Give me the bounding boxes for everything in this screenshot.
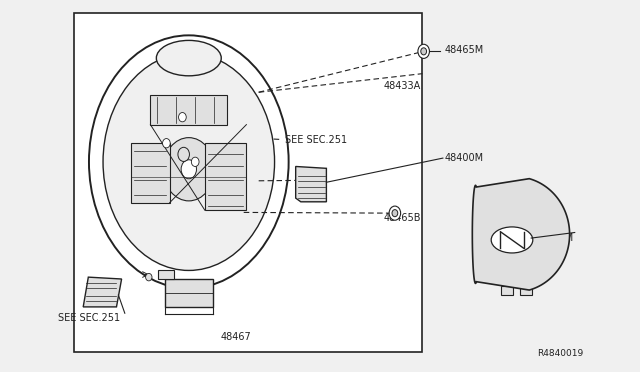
Ellipse shape	[418, 44, 429, 58]
Ellipse shape	[191, 157, 199, 167]
Text: 48433A: 48433A	[384, 81, 421, 90]
FancyBboxPatch shape	[205, 143, 246, 210]
Ellipse shape	[163, 139, 170, 148]
Polygon shape	[159, 270, 174, 279]
Ellipse shape	[492, 227, 532, 253]
Ellipse shape	[421, 48, 427, 55]
Text: 48465B: 48465B	[384, 213, 422, 222]
Bar	[520, 286, 532, 295]
Ellipse shape	[89, 35, 289, 288]
Ellipse shape	[103, 53, 275, 270]
Text: 48400M: 48400M	[445, 153, 484, 163]
Polygon shape	[83, 277, 122, 307]
Text: 98510M: 98510M	[534, 233, 573, 243]
FancyBboxPatch shape	[150, 95, 227, 125]
Text: SEE SEC.251: SEE SEC.251	[58, 313, 120, 323]
Polygon shape	[296, 167, 326, 202]
Text: 48465M: 48465M	[445, 45, 484, 55]
Ellipse shape	[178, 147, 189, 161]
Ellipse shape	[156, 41, 221, 76]
Ellipse shape	[389, 206, 401, 220]
Text: R4840019: R4840019	[537, 349, 583, 358]
Text: SEE SEC.251: SEE SEC.251	[285, 135, 347, 144]
Ellipse shape	[179, 113, 186, 122]
Ellipse shape	[163, 138, 214, 201]
Bar	[74, 13, 422, 352]
Text: 48467: 48467	[221, 332, 252, 341]
Ellipse shape	[392, 210, 398, 217]
Polygon shape	[472, 179, 570, 290]
Ellipse shape	[146, 273, 152, 281]
Bar	[165, 279, 212, 307]
Ellipse shape	[181, 160, 196, 179]
Bar	[501, 286, 513, 295]
FancyBboxPatch shape	[131, 143, 170, 203]
